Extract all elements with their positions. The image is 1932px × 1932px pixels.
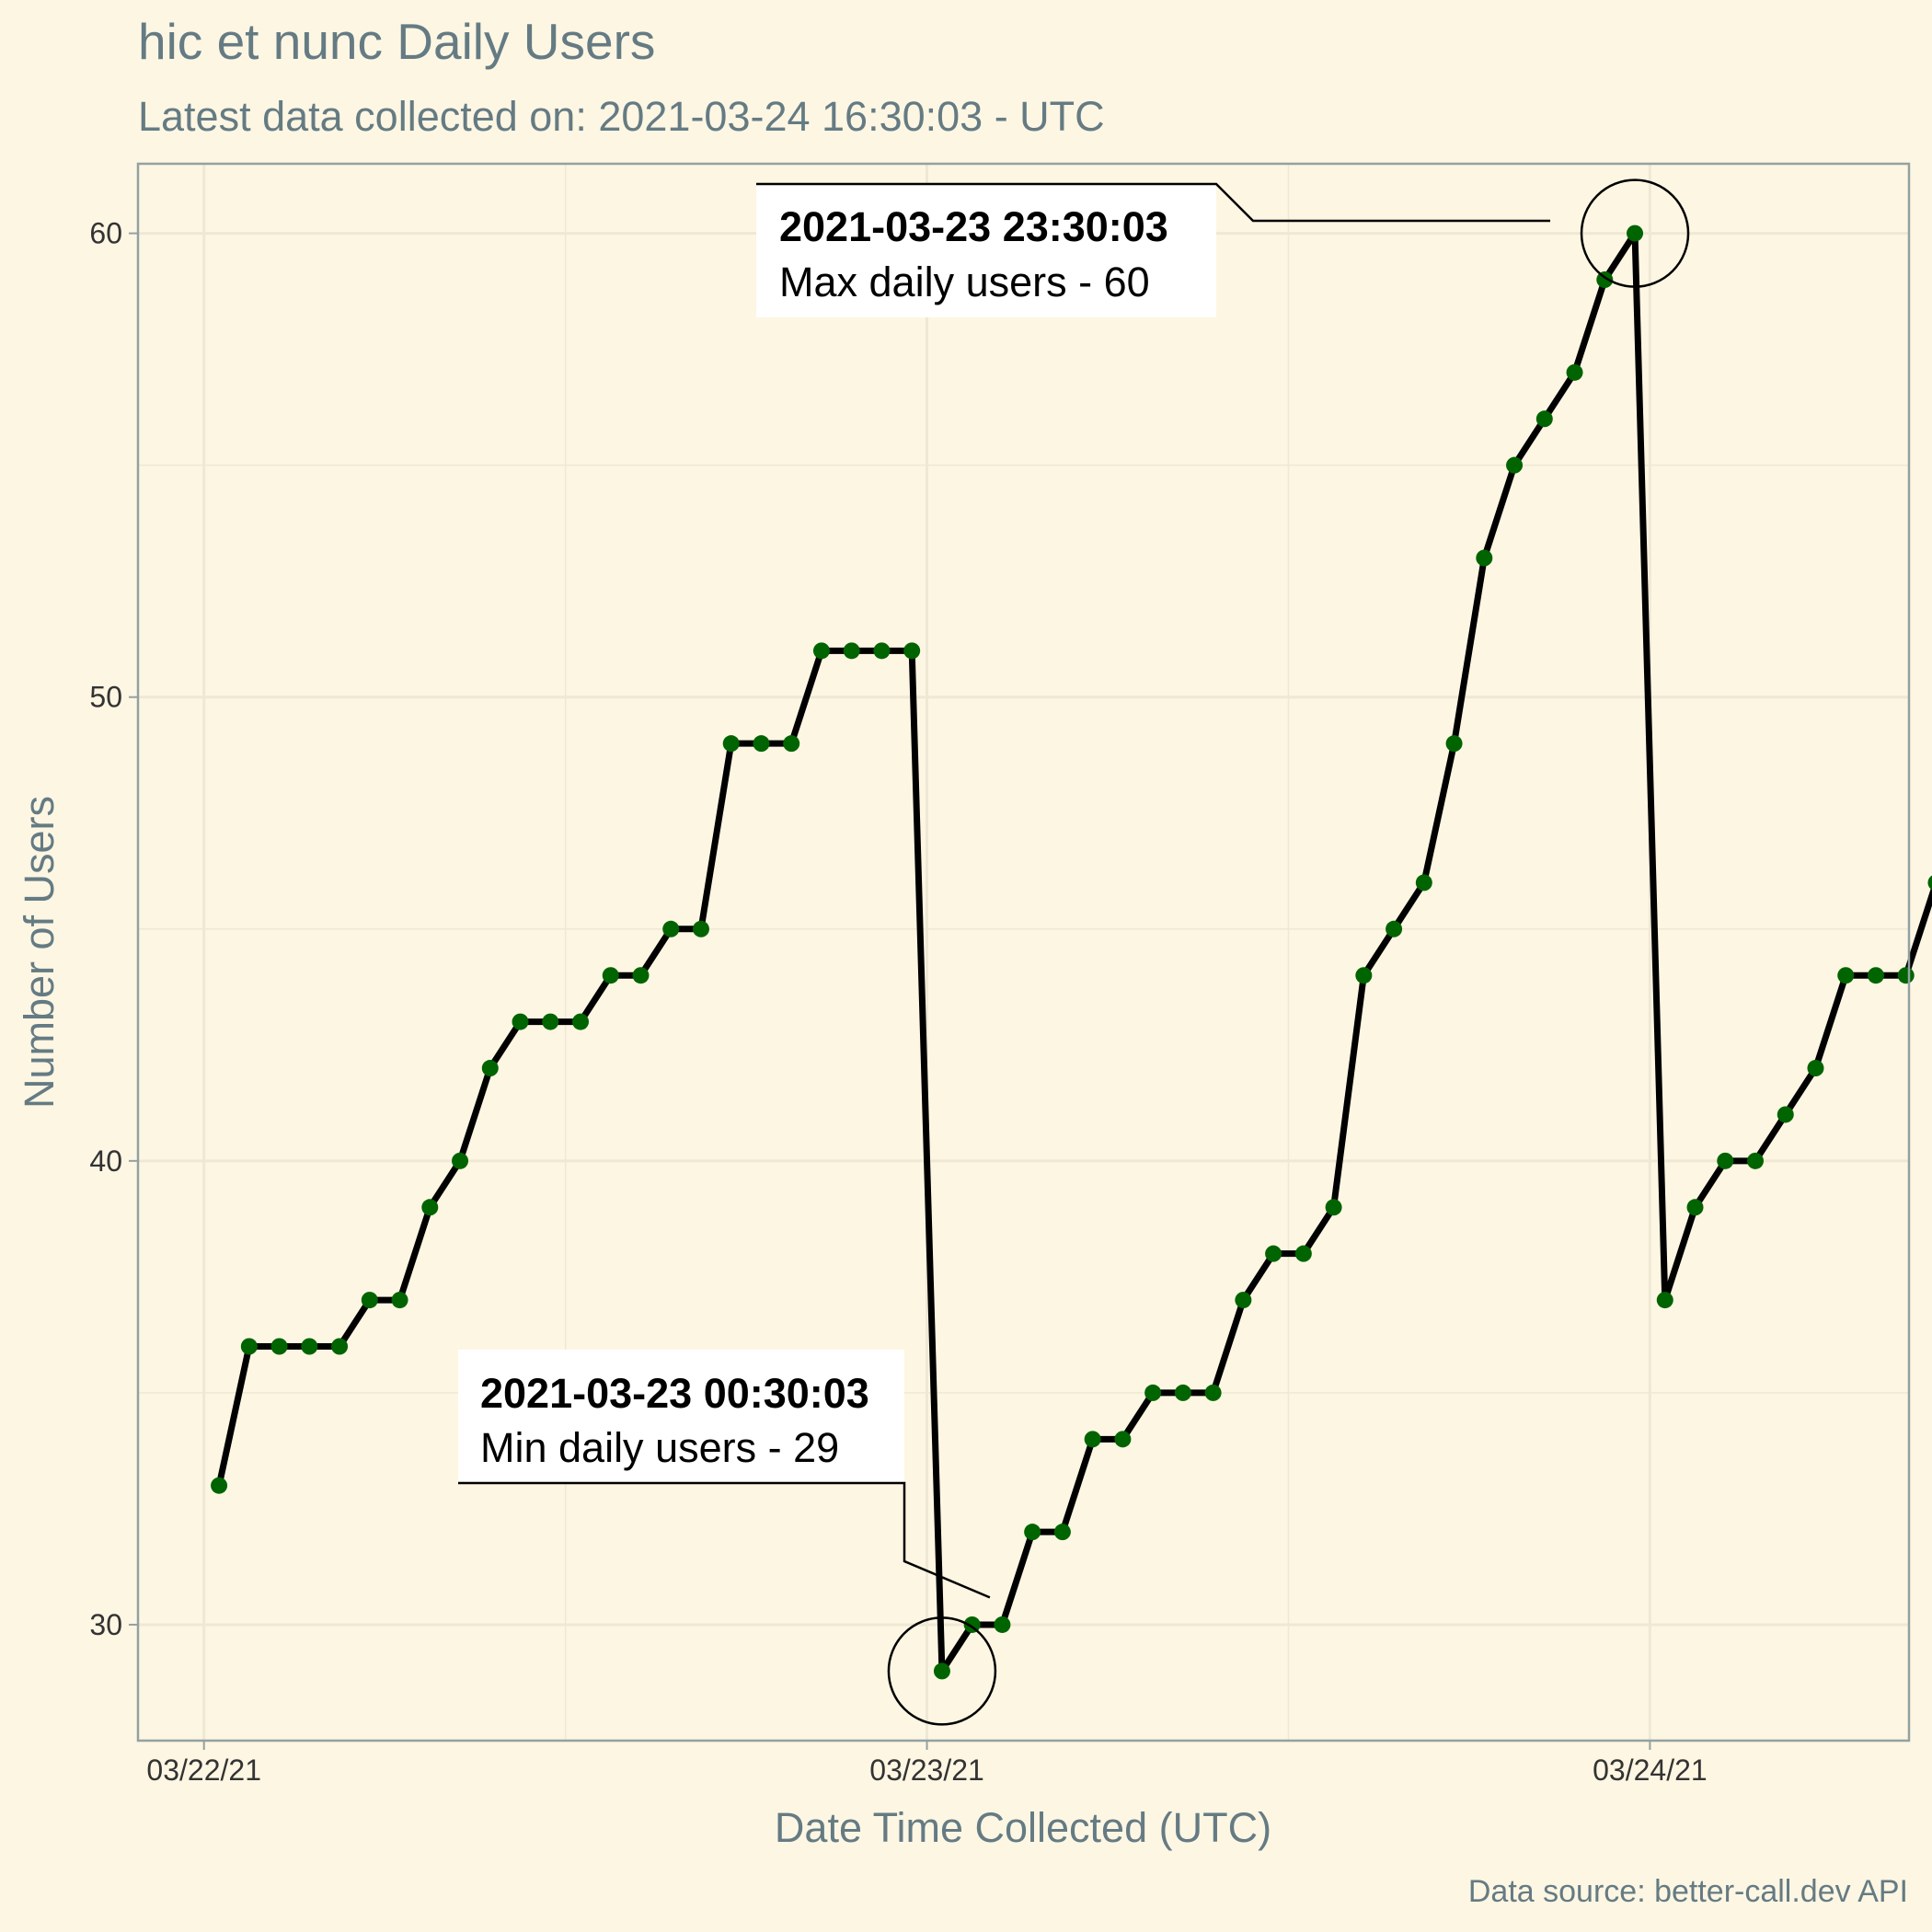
data-point xyxy=(1386,920,1403,937)
data-point xyxy=(1837,967,1855,984)
annotation-min: 2021-03-23 00:30:03 Min daily users - 29 xyxy=(458,1350,997,1726)
data-point xyxy=(1807,1060,1824,1077)
data-point xyxy=(1084,1431,1101,1448)
data-point xyxy=(1566,363,1583,381)
annotation-title: 2021-03-23 23:30:03 xyxy=(779,203,1168,250)
annotation-text: Min daily users - 29 xyxy=(480,1424,839,1471)
data-point xyxy=(632,967,650,984)
data-point xyxy=(994,1616,1011,1633)
data-point xyxy=(1897,967,1915,984)
data-point xyxy=(903,642,921,660)
annotation-connector xyxy=(756,182,1551,223)
data-point xyxy=(1627,224,1644,242)
data-point xyxy=(1686,1199,1704,1216)
data-point xyxy=(1204,1384,1222,1401)
data-point xyxy=(301,1338,318,1355)
data-point xyxy=(1656,1292,1673,1309)
annotation-box xyxy=(756,184,1216,317)
data-point xyxy=(512,1013,529,1030)
data-point xyxy=(1506,456,1524,474)
annotation-text: Max daily users - 60 xyxy=(779,259,1150,305)
data-point xyxy=(843,642,860,660)
data-point xyxy=(1053,1524,1071,1541)
data-point xyxy=(933,1662,950,1680)
data-point xyxy=(783,735,800,753)
data-point xyxy=(240,1338,258,1355)
data-point xyxy=(1415,874,1432,891)
data-point xyxy=(873,642,891,660)
data-point xyxy=(572,1013,590,1030)
data-point xyxy=(211,1477,228,1494)
data-point xyxy=(662,920,680,937)
caption: Data source: better-call.dev API xyxy=(1468,1874,1908,1909)
panel-border xyxy=(136,162,1911,1742)
data-point xyxy=(602,967,619,984)
data-point xyxy=(1024,1524,1041,1541)
x-tick-label: 03/23/21 xyxy=(869,1754,984,1787)
data-point xyxy=(452,1152,469,1169)
y-tick-label: 30 xyxy=(89,1608,122,1641)
data-point xyxy=(1355,967,1373,984)
data-point xyxy=(270,1338,288,1355)
highlight-circle xyxy=(1580,178,1690,288)
data-point xyxy=(1717,1152,1734,1169)
data-point xyxy=(1927,875,1932,891)
data-point xyxy=(1445,735,1463,753)
data-point xyxy=(1265,1245,1282,1262)
data-point xyxy=(1867,967,1884,984)
y-axis-ticks: 30 40 50 60 xyxy=(89,217,138,1641)
annotation-title: 2021-03-23 00:30:03 xyxy=(480,1370,869,1417)
data-point xyxy=(361,1292,378,1309)
data-point xyxy=(481,1060,499,1077)
data-point xyxy=(1476,549,1493,567)
data-point xyxy=(1174,1384,1191,1401)
data-point xyxy=(1114,1431,1132,1448)
grid xyxy=(138,164,1909,1741)
data-point xyxy=(542,1013,559,1030)
data-point xyxy=(1235,1292,1252,1309)
x-axis-label: Date Time Collected (UTC) xyxy=(775,1804,1271,1851)
annotation-max: 2021-03-23 23:30:03 Max daily users - 60 xyxy=(756,178,1690,317)
data-point xyxy=(1294,1245,1312,1262)
y-tick-label: 40 xyxy=(89,1144,122,1178)
data-point xyxy=(692,920,709,937)
x-axis-ticks: 03/22/21 03/23/21 03/24/21 xyxy=(146,1741,1708,1787)
data-points xyxy=(211,224,1932,1680)
annotation-connector xyxy=(458,1481,991,1599)
data-point xyxy=(1777,1106,1794,1123)
x-tick-label: 03/22/21 xyxy=(146,1754,261,1787)
chart-title: hic et nunc Daily Users xyxy=(138,13,655,70)
data-point xyxy=(331,1338,349,1355)
annotation-box xyxy=(458,1350,904,1483)
y-tick-label: 50 xyxy=(89,681,122,714)
y-tick-label: 60 xyxy=(89,217,122,250)
y-axis-label: Number of Users xyxy=(16,796,63,1109)
data-point xyxy=(1535,410,1553,428)
data-point xyxy=(812,642,830,660)
chart-subtitle: Latest data collected on: 2021-03-24 16:… xyxy=(138,93,1105,140)
data-point xyxy=(421,1199,439,1216)
data-point xyxy=(722,735,740,753)
x-tick-label: 03/24/21 xyxy=(1593,1754,1708,1787)
data-point xyxy=(1325,1199,1342,1216)
data-point xyxy=(753,735,770,753)
data-point xyxy=(1747,1152,1765,1169)
data-point xyxy=(391,1292,408,1309)
highlight-circle xyxy=(887,1616,997,1726)
data-point xyxy=(1144,1384,1162,1401)
